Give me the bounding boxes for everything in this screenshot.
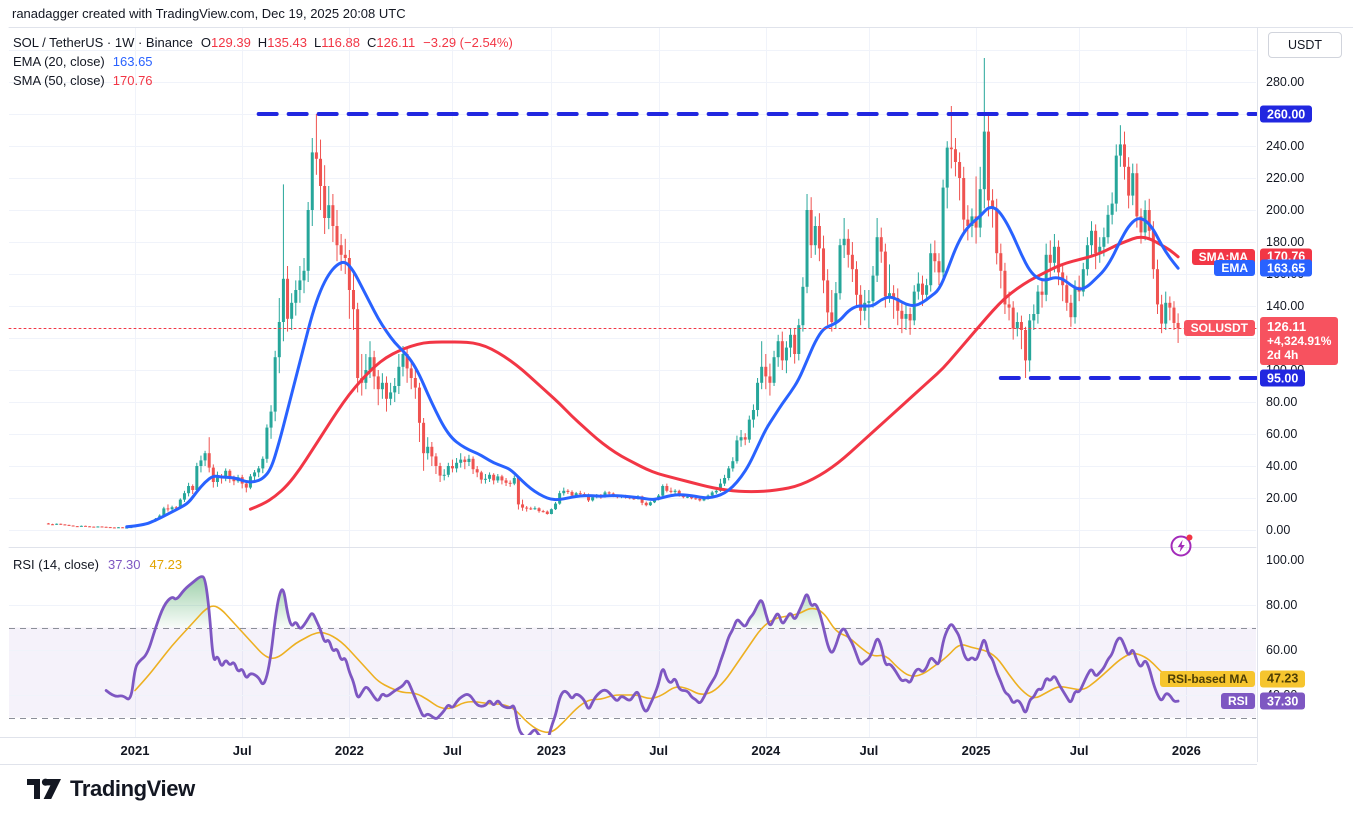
ohlc-item: O129.39: [200, 35, 251, 50]
time-label: Jul: [649, 743, 668, 758]
symbol-name-chip: SOLUSDT: [1183, 320, 1255, 337]
symbol-title[interactable]: SOL / TetherUS · 1W · Binance: [13, 35, 193, 50]
rsi-name-chip: RSI: [1220, 693, 1255, 710]
time-label: Jul: [232, 743, 252, 758]
rsi-value-badge: 47.23: [1260, 670, 1306, 688]
rsi-value-badge: 37.30: [1260, 692, 1306, 710]
sma-label[interactable]: SMA (50, close): [13, 73, 105, 88]
rsi-value: 37.30: [107, 557, 141, 572]
ohlc-item: H135.43: [257, 35, 307, 50]
price-tick: 20.00: [1266, 491, 1298, 505]
rsi-label[interactable]: RSI (14, close): [13, 557, 99, 572]
price-tick: 220.00: [1266, 171, 1305, 185]
last-price: 126.11: [1267, 319, 1307, 335]
sma-legend-row[interactable]: SMA (50, close) 170.76: [13, 71, 513, 90]
time-label: Jul: [1069, 743, 1089, 758]
symbol-legend: SOL / TetherUS · 1W · Binance O129.39 H13…: [13, 33, 513, 90]
time-label: 2021: [120, 743, 150, 758]
time-label: 2023: [536, 743, 566, 758]
rsi-tick: 60.00: [1266, 643, 1298, 657]
flash-actions-button[interactable]: [1168, 531, 1196, 559]
currency-toggle-button[interactable]: USDT: [1268, 32, 1342, 58]
indicator-name-chip: EMA: [1214, 260, 1255, 277]
bar-countdown: 2d 4h: [1267, 348, 1299, 363]
time-label: 2022: [334, 743, 364, 758]
tradingview-logo-text: TradingView: [70, 776, 195, 801]
symbol-legend-row[interactable]: SOL / TetherUS · 1W · Binance O129.39 H13…: [13, 33, 513, 52]
ohlc-item: L116.88: [313, 35, 360, 50]
price-level-badge: 260.00: [1260, 105, 1313, 123]
price-tick: 80.00: [1266, 395, 1298, 409]
rsi-tick: 80.00: [1266, 598, 1298, 612]
time-axis[interactable]: 2021 Jul 2022 Jul 2023 Jul 2024 Jul 2025 Jul 2026: [0, 737, 1257, 765]
price-level-badge: 95.00: [1260, 369, 1306, 387]
rsi-tick: 100.00: [1266, 553, 1305, 567]
change-value: −3.29 (−2.54%): [423, 35, 513, 50]
price-tick: 280.00: [1266, 75, 1305, 89]
ema-label[interactable]: EMA (20, close): [13, 54, 105, 69]
tradingview-logo[interactable]: TradingView: [26, 776, 195, 802]
price-tick: 180.00: [1266, 235, 1305, 249]
ohlc-values: O129.39 H135.43 L116.88 C126.11: [201, 33, 415, 52]
ema-legend-row[interactable]: EMA (20, close) 163.65: [13, 52, 513, 71]
price-tick: 0.00: [1266, 523, 1291, 537]
tradingview-logo-icon: [27, 778, 61, 799]
attribution-text: ranadagger created with TradingView.com,…: [12, 6, 406, 21]
rsi-name-chip: RSI-based MA: [1160, 670, 1255, 687]
ohlc-item: C126.11: [366, 35, 416, 50]
ema-value: 163.65: [112, 54, 153, 69]
change-percent: +4,324.91%: [1267, 334, 1332, 349]
symbol-price-badge: 126.11 +4,324.91% 2d 4h: [1260, 317, 1339, 366]
time-label: Jul: [859, 743, 879, 758]
price-tick: 40.00: [1266, 459, 1298, 473]
price-tick: 60.00: [1266, 427, 1298, 441]
time-label: Jul: [443, 743, 462, 758]
time-label: 2026: [1171, 743, 1201, 758]
sma-value: 170.76: [112, 73, 153, 88]
price-axis[interactable]: USDT 280.00 260.00 240.00 220.00 200.00 180.0…: [1257, 28, 1353, 762]
time-label: 2025: [961, 743, 991, 758]
indicator-price-badge: 163.65: [1260, 259, 1313, 277]
rsi-legend-row[interactable]: RSI (14, close) 37.30 47.23: [13, 557, 182, 572]
price-tick: 240.00: [1266, 139, 1305, 153]
price-tick: 140.00: [1266, 299, 1305, 313]
price-tick: 200.00: [1266, 203, 1305, 217]
lightning-icon: [1170, 534, 1193, 557]
time-label: 2024: [751, 743, 781, 758]
rsi-ma-value: 47.23: [149, 557, 183, 572]
